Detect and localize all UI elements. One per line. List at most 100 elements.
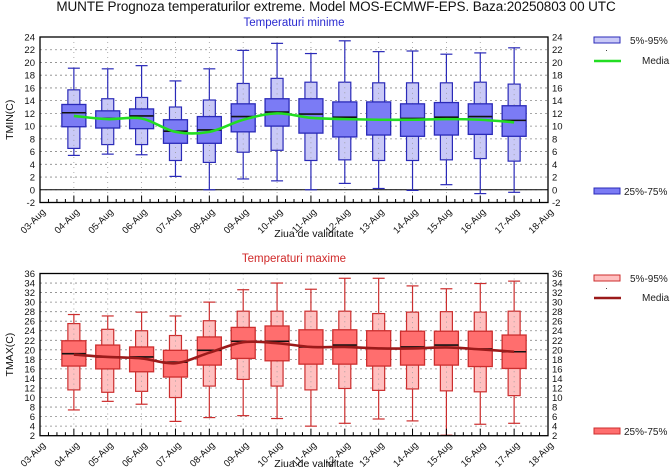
y-tick-label-left: 2 xyxy=(30,173,35,184)
x-tick-label: 08-Aug xyxy=(188,440,217,469)
y-tick-label-left: 24 xyxy=(24,33,35,44)
y-tick-label-right: 4 xyxy=(552,422,557,433)
legend: 5%-95% Media 25%-75% xyxy=(593,274,670,438)
x-tick-label: 16-Aug xyxy=(459,440,488,469)
y-tick-label-right: 22 xyxy=(552,45,563,56)
y-tick-label-right: 22 xyxy=(552,336,563,347)
y-tick-label-left: 22 xyxy=(24,336,35,347)
mean-line xyxy=(73,112,515,135)
y-tick-label-left: 10 xyxy=(24,122,35,133)
box-09-Aug xyxy=(230,289,256,417)
y-tick-label-right: 34 xyxy=(552,279,563,290)
y-tick-label-right: -2 xyxy=(552,198,560,209)
y-tick-label-right: 36 xyxy=(552,269,563,280)
y-tick-label-left: 14 xyxy=(24,96,35,107)
y-tick-label-left: 12 xyxy=(24,109,35,120)
y-tick-label-left: 28 xyxy=(24,307,35,318)
x-tick-label: 15-Aug xyxy=(425,207,454,236)
box-11-Aug xyxy=(298,288,324,427)
y-tick-label-right: 30 xyxy=(552,298,563,309)
y-tick-label-right: 2 xyxy=(552,431,557,442)
y-tick-label-left: 8 xyxy=(30,403,35,414)
y-tick-label-left: 18 xyxy=(24,355,35,366)
main-title: MUNTE Prognoza temperaturilor extreme. M… xyxy=(56,0,616,14)
legend-swatch-p5p95 xyxy=(593,36,621,44)
y-tick-label-right: 24 xyxy=(552,33,563,44)
x-axis-label: Ziua de validitate xyxy=(274,228,354,240)
y-tick-label-left: 18 xyxy=(24,71,35,82)
x-tick-label: 03-Aug xyxy=(19,440,48,469)
box-13-Aug xyxy=(366,51,392,190)
x-tick-label: 09-Aug xyxy=(222,207,251,236)
y-tick-label-left: 6 xyxy=(30,147,35,158)
x-tick-label: 04-Aug xyxy=(53,440,82,469)
y-tick-label-left: 12 xyxy=(24,383,35,394)
box-11-Aug xyxy=(298,52,324,191)
box-12-Aug xyxy=(332,277,358,424)
y-tick-label-right: 4 xyxy=(552,160,557,171)
legend-label-iqr: 25%-75% xyxy=(624,187,667,198)
y-tick-label-right: 12 xyxy=(552,383,563,394)
x-tick-label: 05-Aug xyxy=(86,207,115,236)
y-tick-label-left: 24 xyxy=(24,326,35,337)
x-tick-label: 05-Aug xyxy=(86,440,115,469)
x-tick-label: 06-Aug xyxy=(120,207,149,236)
x-tick-label: 07-Aug xyxy=(154,207,183,236)
box-15-Aug xyxy=(433,288,460,436)
y-tick-label-right: 8 xyxy=(552,134,557,145)
legend-label-p5p95: 5%-95% xyxy=(630,36,668,47)
box-06-Aug xyxy=(128,65,155,156)
box-05-Aug xyxy=(95,315,121,402)
y-tick-label-left: 20 xyxy=(24,58,35,69)
y-tick-label-left: -2 xyxy=(27,198,35,209)
y-tick-label-right: 10 xyxy=(552,393,563,404)
x-tick-label: 17-Aug xyxy=(493,207,522,236)
x-tick-label: 03-Aug xyxy=(19,207,48,236)
y-tick-label-left: 36 xyxy=(24,269,35,280)
y-tick-label-left: 8 xyxy=(30,134,35,145)
x-tick-label: 14-Aug xyxy=(391,440,420,469)
y-tick-label-right: 32 xyxy=(552,288,563,299)
box-08-Aug xyxy=(196,301,222,419)
iqr-box xyxy=(61,103,87,128)
x-axis-label: Ziua de validitate xyxy=(274,458,354,470)
x-tick-label: 04-Aug xyxy=(53,207,82,236)
y-tick-label-right: 0 xyxy=(552,185,557,196)
legend-dot xyxy=(606,288,607,289)
x-tick-label: 09-Aug xyxy=(222,440,251,469)
chart-title: Temperaturi minime xyxy=(244,17,345,29)
box-04-Aug xyxy=(61,67,87,156)
y-tick-label-left: 4 xyxy=(30,160,35,171)
y-tick-label-right: 16 xyxy=(552,83,563,94)
y-tick-label-right: 20 xyxy=(552,58,563,69)
y-tick-label-left: 6 xyxy=(30,412,35,423)
y-tick-label-right: 24 xyxy=(552,326,563,337)
y-tick-label-right: 14 xyxy=(552,374,563,385)
x-tick-label: 15-Aug xyxy=(425,440,454,469)
box-16-Aug xyxy=(467,282,493,425)
box-10-Aug xyxy=(264,282,290,420)
legend-label-p5p95: 5%-95% xyxy=(630,274,668,285)
legend-label-iqr: 25%-75% xyxy=(624,427,667,438)
box-16-Aug xyxy=(467,52,493,195)
box-14-Aug xyxy=(399,285,426,422)
y-tick-label-right: 26 xyxy=(552,317,563,328)
y-tick-label-right: 28 xyxy=(552,307,563,318)
y-tick-label-right: 2 xyxy=(552,173,557,184)
y-tick-label-left: 20 xyxy=(24,345,35,356)
y-axis-label: TMAX(C) xyxy=(4,333,16,377)
y-tick-label-right: 18 xyxy=(552,355,563,366)
x-tick-label: 16-Aug xyxy=(459,207,488,236)
y-tick-label-left: 2 xyxy=(30,431,35,442)
y-tick-label-left: 0 xyxy=(30,185,35,196)
y-tick-label-left: 16 xyxy=(24,364,35,375)
y-tick-label-right: 8 xyxy=(552,403,557,414)
legend: 5%-95% Media 25%-75% xyxy=(593,36,670,198)
box-17-Aug xyxy=(501,280,527,424)
y-tick-label-right: 6 xyxy=(552,412,557,423)
x-tick-label: 17-Aug xyxy=(493,440,522,469)
y-tick-label-right: 6 xyxy=(552,147,557,158)
legend-swatch-iqr xyxy=(593,427,621,435)
